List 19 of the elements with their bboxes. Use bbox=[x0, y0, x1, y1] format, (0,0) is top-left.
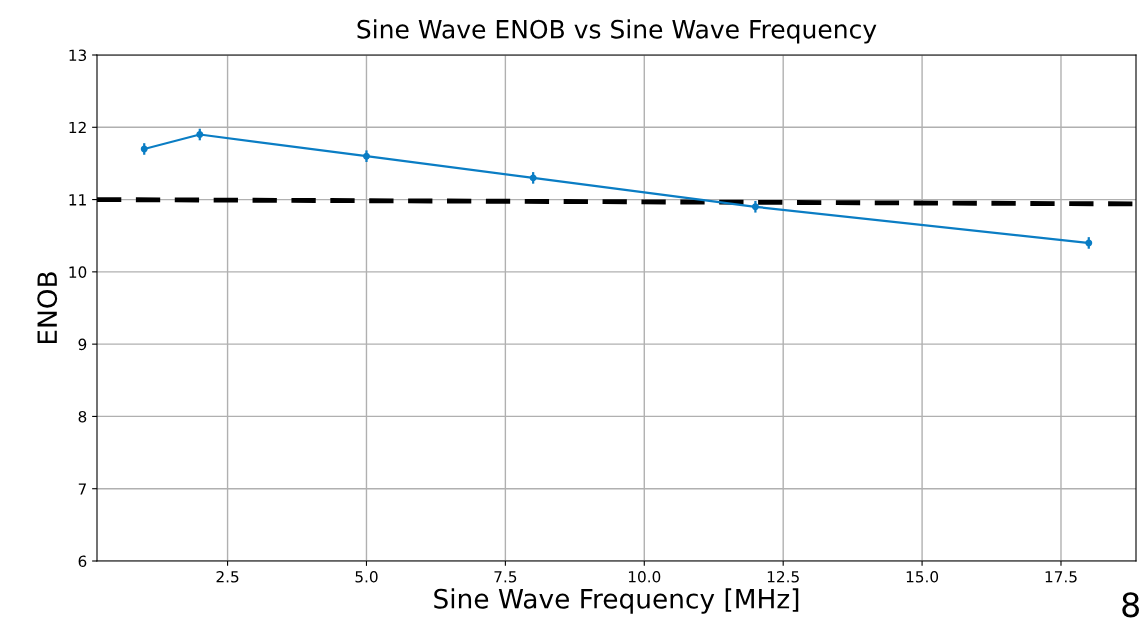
x-tick-label: 12.5 bbox=[767, 570, 799, 583]
y-tick-label: 10 bbox=[69, 266, 87, 278]
y-tick-label: 12 bbox=[69, 121, 86, 134]
x-tick-label: 17.5 bbox=[1045, 571, 1077, 583]
y-tick-label: 8 bbox=[78, 410, 87, 423]
y-axis-title: ENOB bbox=[37, 272, 58, 344]
y-tick-label: 13 bbox=[69, 49, 87, 62]
x-tick-label: 5.0 bbox=[355, 570, 378, 583]
y-tick-label: 6 bbox=[78, 555, 87, 568]
text: 8 bbox=[1122, 592, 1139, 618]
x-tick-label: 2.5 bbox=[216, 570, 239, 583]
x-tick-label: 7.5 bbox=[494, 571, 517, 583]
x-tick-label: 10.0 bbox=[628, 570, 661, 583]
chart-title: Sine Wave ENOB vs Sine Wave Frequency bbox=[357, 19, 877, 44]
y-tick-label: 7 bbox=[78, 483, 86, 495]
y-tick-label: 11 bbox=[69, 194, 86, 206]
x-axis-title: Sine Wave Frequency [MHz] bbox=[434, 588, 799, 614]
x-tick-label: 15.0 bbox=[906, 570, 939, 583]
y-tick-label: 9 bbox=[78, 338, 87, 351]
